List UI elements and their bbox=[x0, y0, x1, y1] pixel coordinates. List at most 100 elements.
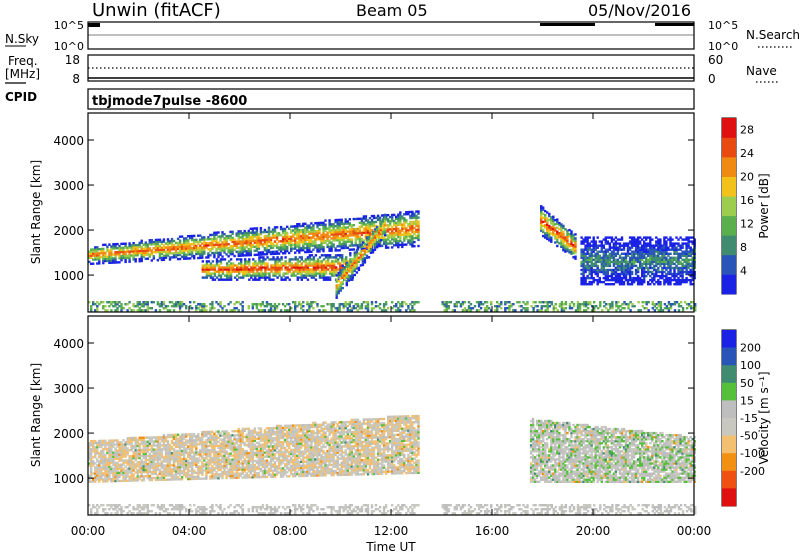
power-cell bbox=[560, 243, 563, 246]
power-cell bbox=[273, 234, 277, 237]
power-cell bbox=[275, 246, 279, 249]
power-cell bbox=[231, 236, 234, 240]
power-cell bbox=[387, 246, 390, 249]
power-cell bbox=[251, 227, 254, 230]
nsky-tick-top: 10^5 bbox=[54, 19, 84, 32]
velocity-cell bbox=[199, 506, 202, 509]
power-cell bbox=[278, 264, 281, 267]
power-cell bbox=[223, 258, 227, 261]
velocity-cell bbox=[273, 506, 277, 509]
power-cell bbox=[399, 235, 402, 238]
power-cell bbox=[104, 251, 107, 255]
power-cell bbox=[316, 272, 320, 275]
velocity-cell bbox=[160, 506, 164, 509]
power-cell bbox=[558, 223, 561, 227]
power-cell bbox=[254, 266, 257, 269]
power-cell bbox=[345, 261, 348, 264]
power-cell bbox=[185, 253, 188, 256]
power-cell bbox=[570, 240, 573, 243]
power-cell bbox=[659, 248, 662, 251]
power-cell bbox=[193, 242, 196, 246]
velocity-cell bbox=[584, 512, 588, 515]
power-cell bbox=[248, 272, 251, 275]
power-cell bbox=[227, 243, 230, 246]
power-cell bbox=[306, 236, 309, 239]
velocity-cell bbox=[546, 510, 549, 513]
velocity-cell bbox=[356, 506, 360, 509]
power-cell bbox=[219, 249, 222, 252]
power-cell bbox=[358, 239, 362, 243]
power-colorbar-swatch bbox=[722, 235, 736, 256]
power-cell bbox=[381, 230, 385, 233]
power-cell bbox=[255, 227, 259, 230]
power-cell bbox=[322, 266, 326, 269]
velocity-cell bbox=[219, 504, 222, 507]
power-cell bbox=[262, 276, 265, 279]
power-cell bbox=[108, 301, 111, 304]
power-cell bbox=[310, 264, 314, 267]
power-cell bbox=[548, 233, 551, 236]
power-cell bbox=[626, 250, 630, 253]
power-cell bbox=[665, 276, 668, 280]
velocity-cell bbox=[176, 506, 180, 509]
power-cell bbox=[649, 240, 652, 243]
velocity-cell bbox=[211, 510, 214, 513]
power-cell bbox=[391, 213, 394, 217]
power-cell bbox=[266, 262, 269, 265]
power-cell bbox=[373, 248, 377, 251]
power-cell bbox=[324, 233, 327, 236]
power-cell bbox=[187, 247, 190, 250]
power-cell bbox=[673, 248, 676, 251]
velocity-cell bbox=[615, 504, 618, 507]
power-cell bbox=[247, 231, 250, 235]
velocity-cell bbox=[112, 504, 115, 507]
power-cell bbox=[98, 256, 101, 259]
power-cell bbox=[322, 247, 325, 251]
power-cell bbox=[574, 247, 577, 250]
power-cell bbox=[395, 215, 398, 218]
power-cell bbox=[357, 268, 361, 272]
power-cell bbox=[328, 227, 331, 230]
velocity-cell bbox=[300, 508, 303, 511]
power-cell bbox=[349, 274, 352, 278]
velocity-cell bbox=[520, 508, 523, 511]
velocity-cell bbox=[625, 506, 628, 509]
power-cell bbox=[397, 307, 400, 310]
power-cell bbox=[622, 248, 626, 251]
power-colorbar-tick: 16 bbox=[740, 194, 754, 207]
power-cell bbox=[249, 235, 252, 239]
power-cell bbox=[639, 309, 642, 312]
power-cell bbox=[606, 260, 609, 264]
power-cell bbox=[368, 221, 372, 224]
power-cell bbox=[205, 238, 208, 241]
power-cell bbox=[249, 227, 252, 230]
power-cell bbox=[356, 237, 360, 241]
power-cell bbox=[360, 221, 364, 224]
power-cell bbox=[409, 210, 412, 214]
power-cell bbox=[516, 301, 519, 304]
power-cell bbox=[546, 303, 549, 306]
power-cell bbox=[584, 252, 587, 255]
power-cell bbox=[681, 280, 684, 284]
velocity-cell bbox=[114, 506, 117, 509]
power-cell bbox=[624, 260, 628, 264]
power-cell bbox=[558, 303, 562, 306]
velocity-cell bbox=[231, 512, 234, 515]
power-cell bbox=[602, 268, 605, 272]
power-cell bbox=[661, 262, 664, 266]
power-cell bbox=[584, 268, 587, 272]
power-cell bbox=[337, 289, 340, 293]
power-cell bbox=[134, 260, 137, 263]
power-cell bbox=[409, 222, 412, 226]
power-cell bbox=[612, 254, 616, 257]
power-cell bbox=[178, 241, 182, 244]
power-cell bbox=[661, 254, 664, 257]
velocity-cell bbox=[255, 508, 259, 511]
velocity-cell bbox=[257, 512, 261, 515]
power-cell bbox=[417, 228, 420, 231]
power-cell bbox=[348, 244, 351, 247]
power-cell bbox=[379, 230, 383, 234]
power-cell bbox=[685, 254, 688, 257]
power-cell bbox=[445, 305, 448, 308]
power-cell bbox=[332, 274, 336, 277]
